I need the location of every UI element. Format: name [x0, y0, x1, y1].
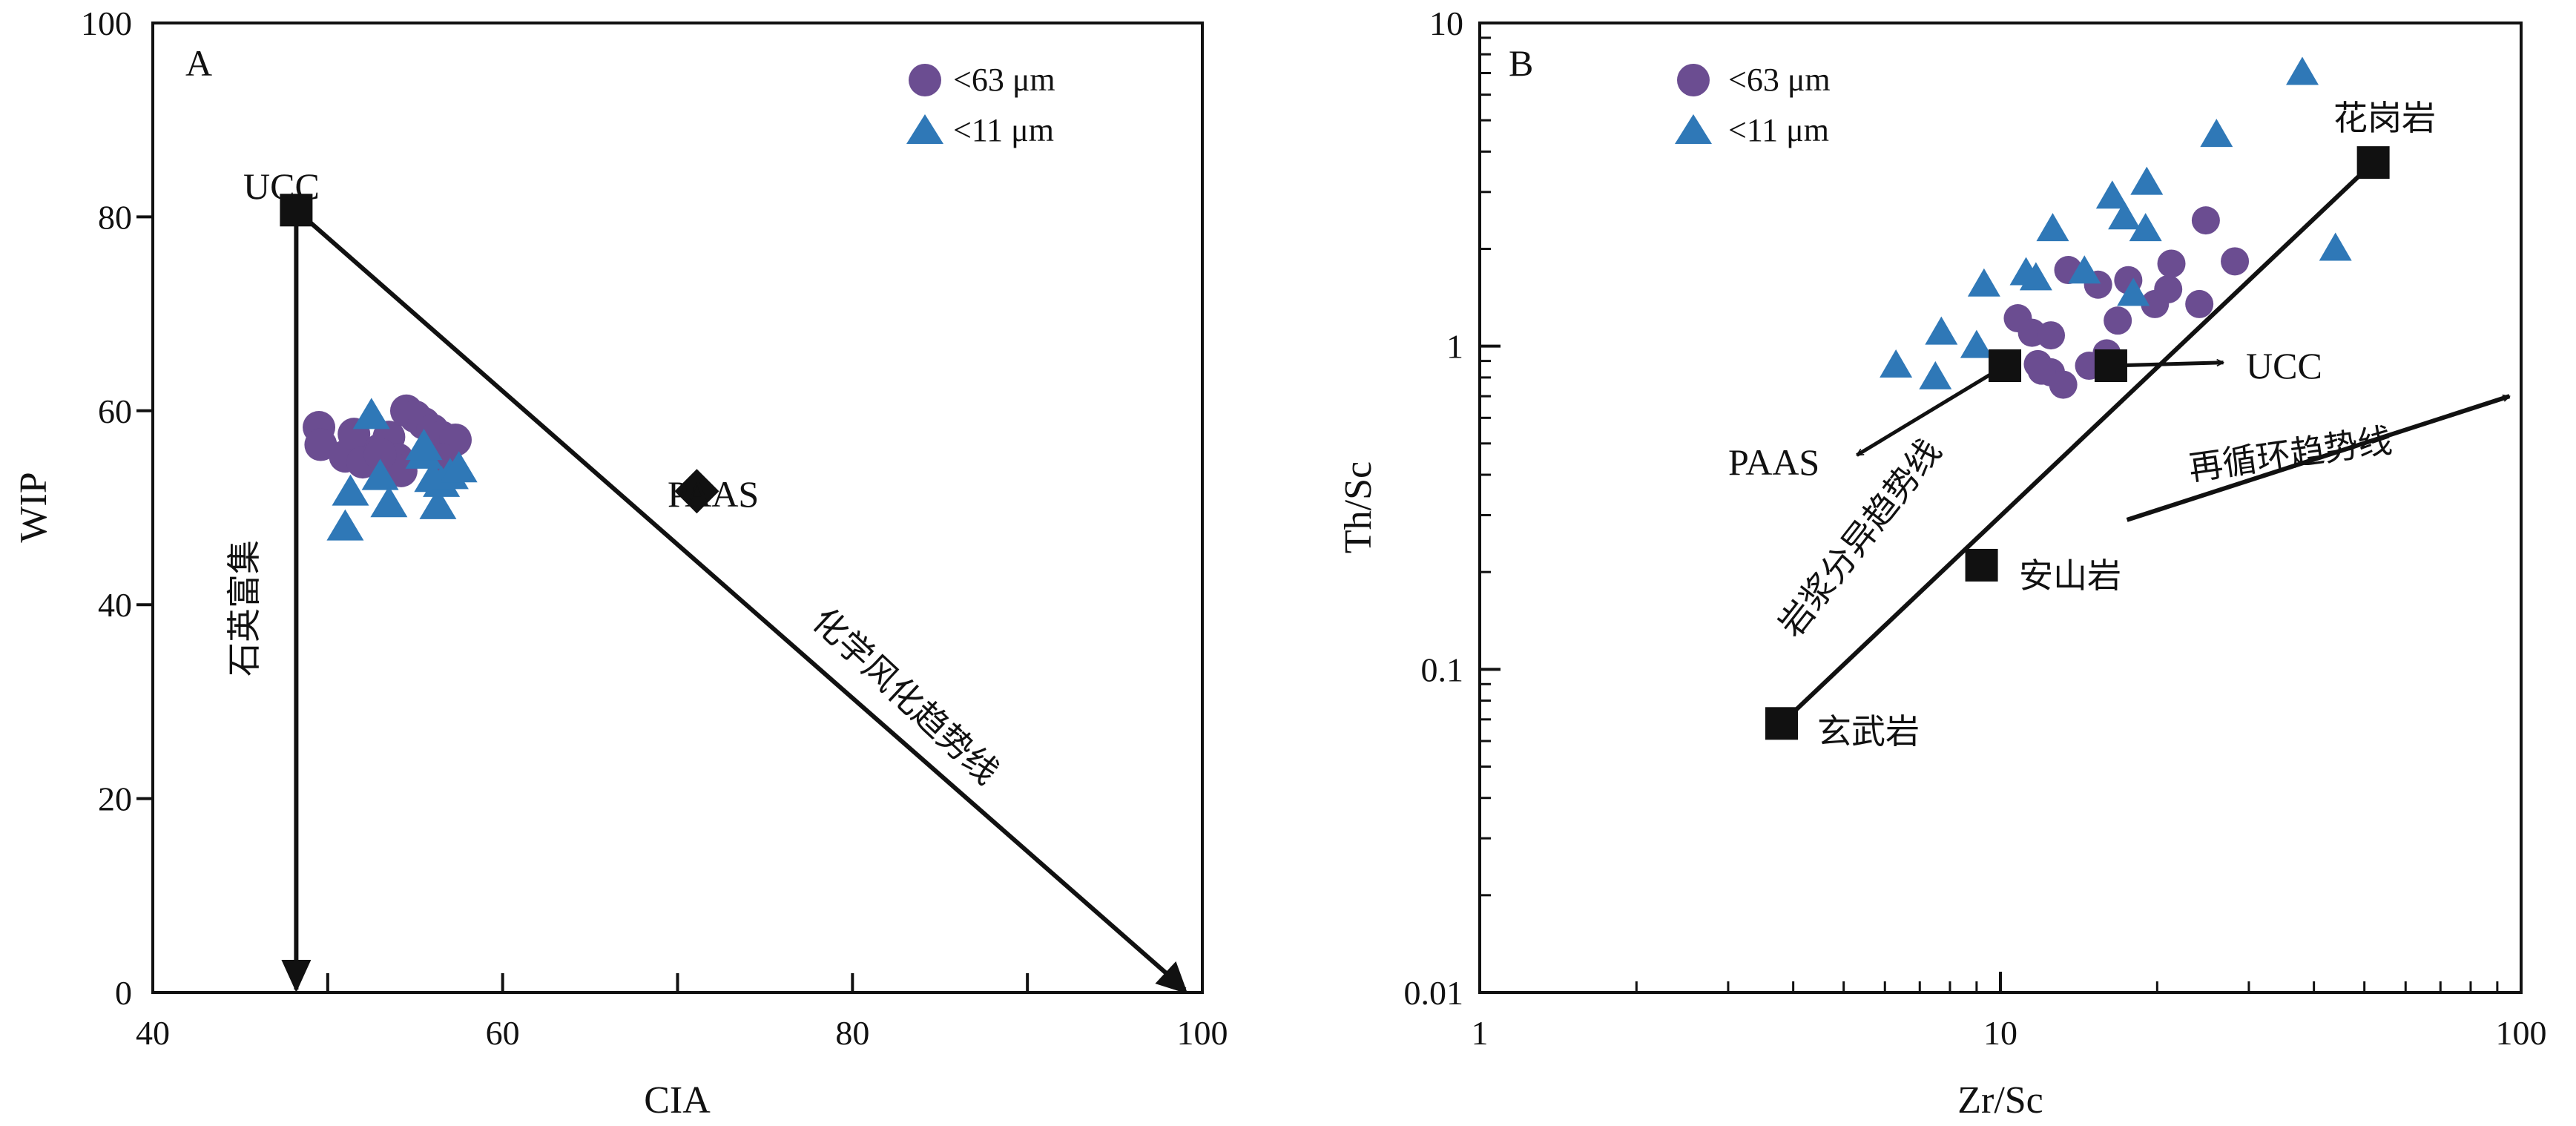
panel-b-x-tick-label: 100: [2496, 1014, 2547, 1052]
legend-a: <63 μm <11 μm: [906, 62, 1055, 148]
panel-a-x-axis-title: CIA: [644, 1079, 711, 1122]
panel-a-triangle-point: [352, 398, 390, 429]
panel-b-triangle-point: [1960, 329, 1993, 358]
panel-a-paas-marker: [674, 469, 719, 514]
panel-b-triangle-point: [2036, 213, 2069, 242]
paas-label-a: PAAS: [668, 473, 759, 515]
panel-a-x-tick-label: 80: [835, 1014, 869, 1052]
panel-b-circle-point: [2185, 289, 2214, 318]
recycling-trend-arrow: [2126, 394, 2510, 522]
chemical-weathering-trend-label: 化学风化趋势线: [805, 600, 1007, 792]
panel-b-circle-point: [2154, 274, 2183, 303]
panel-b-y-tick-label: 0.1: [1421, 651, 1464, 688]
legend-a-circle-marker: [909, 64, 941, 96]
panel-b-reference-marker: [1765, 707, 1799, 740]
panel-a-circle-point: [363, 438, 397, 471]
panel-a-trend-arrowhead: [1155, 961, 1188, 994]
panel-b-triangle-point: [2200, 119, 2233, 148]
panel-b-reference-marker: [1989, 349, 2022, 383]
panel-a-y-tick-label: 0: [115, 974, 132, 1012]
panel-b-reference-marker: [2356, 146, 2390, 180]
granite-label: 花岗岩: [2333, 98, 2436, 138]
panel-b-triangle-point: [2319, 232, 2352, 261]
magmatic-differentiation-trend-line: [1779, 160, 2375, 725]
panel-a-triangle-point: [332, 474, 369, 506]
panel-a-triangle-point: [361, 458, 399, 490]
legend-b-triangle-marker: [1675, 114, 1712, 144]
panel-a-x-tick-label: 100: [1177, 1014, 1228, 1052]
panel-b-y-tick-label: 0.01: [1404, 974, 1464, 1012]
legend-b-circle-marker: [1677, 64, 1710, 96]
panel-a-y-tick-label: 40: [98, 586, 132, 624]
panel-b-reference-marker: [2094, 349, 2127, 383]
panel-b-triangle-point: [2019, 262, 2052, 291]
panel-b-reference-arrow: [1857, 363, 2006, 457]
panel-a-triangle-point: [440, 451, 478, 483]
panel-b-triangle-point: [1967, 268, 2000, 297]
legend-b: <63 μm <11 μm: [1675, 62, 1831, 148]
panel-a-triangle-point: [370, 486, 408, 518]
panel-a-triangle-point: [419, 487, 457, 519]
panel-a-y-tick-label: 100: [81, 4, 132, 42]
panel-b-y-tick-label: 10: [1429, 4, 1463, 42]
panel-a-x-tick-label: 40: [136, 1014, 170, 1052]
panel-b-y-tick-label: 1: [1446, 328, 1463, 366]
panel-b-triangle-point: [2286, 56, 2319, 85]
panel-b-triangle-point: [2108, 201, 2141, 230]
paas-label-b: PAAS: [1728, 441, 1819, 483]
panel-a-y-tick-label: 80: [98, 198, 132, 236]
andesite-label: 安山岩: [2019, 556, 2121, 596]
panel-a-triangle-point: [326, 509, 364, 541]
panel-b-x-axis-title: Zr/Sc: [1957, 1079, 2043, 1122]
panel-a-y-axis-title: WIP: [13, 472, 55, 542]
ucc-label-a: UCC: [243, 165, 320, 207]
panel-b-reference-marker: [1965, 548, 1998, 582]
panel-b-x-tick-label: 1: [1472, 1014, 1489, 1052]
panel-b-circle-point: [2191, 206, 2220, 235]
legend-a-triangle-marker: [906, 114, 943, 144]
panel-b-triangle-point: [2095, 180, 2129, 209]
quartz-enrichment-label: 石英富集: [224, 540, 264, 676]
panel-b-circle-point: [2049, 370, 2078, 399]
panel-b-reference-arrow: [2110, 363, 2224, 368]
panel-b-triangle-point: [2130, 166, 2164, 195]
panel-a-triangle-point: [405, 429, 443, 461]
legend-a-label-63: <63 μm: [953, 62, 1055, 98]
panel-b-circle-point: [2027, 356, 2056, 385]
panel-a-letter: A: [185, 42, 212, 84]
panel-b-y-axis-title: Th/Sc: [1337, 461, 1380, 553]
panel-b-triangle-point: [1880, 349, 1913, 378]
panel-a-trend-line: [294, 208, 1187, 992]
legend-b-label-11: <11 μm: [1728, 112, 1829, 148]
panel-b-triangle-point: [1925, 316, 1958, 345]
panel-b-letter: B: [1509, 42, 1533, 84]
panel-b-triangle-point: [2068, 255, 2101, 284]
panel-b-triangle-point: [1919, 360, 1952, 389]
panel-b-circle-point: [2221, 247, 2250, 276]
legend-a-label-11: <11 μm: [953, 112, 1054, 148]
panel-b-circle-point: [2157, 249, 2186, 278]
panel-b-triangle-point: [2117, 277, 2150, 306]
recycling-trend-label: 再循环趋势线: [2186, 420, 2394, 488]
legend-b-label-63: <63 μm: [1728, 62, 1831, 98]
ucc-label-b: UCC: [2246, 345, 2322, 386]
panel-a-circle-point: [304, 428, 337, 461]
panel-b-circle-point: [2104, 306, 2132, 335]
basalt-label: 玄武岩: [1817, 711, 1920, 751]
panel-a-y-tick-label: 60: [98, 392, 132, 430]
panel-a-ucc-marker: [280, 194, 313, 227]
panel-b-x-tick-label: 10: [1983, 1014, 2017, 1052]
panel-a-y-tick-label: 20: [98, 780, 132, 818]
panel-a-x-tick-label: 60: [486, 1014, 520, 1052]
panel-a: A 40 60 80 100 0 20 40 60 80 100 CIA WIP 石英富集 化学风…: [13, 4, 1228, 1122]
panel-a-trend-arrowhead: [281, 960, 312, 992]
panel-b-triangle-point: [2129, 213, 2162, 242]
panel-b-circle-point: [2037, 321, 2066, 350]
